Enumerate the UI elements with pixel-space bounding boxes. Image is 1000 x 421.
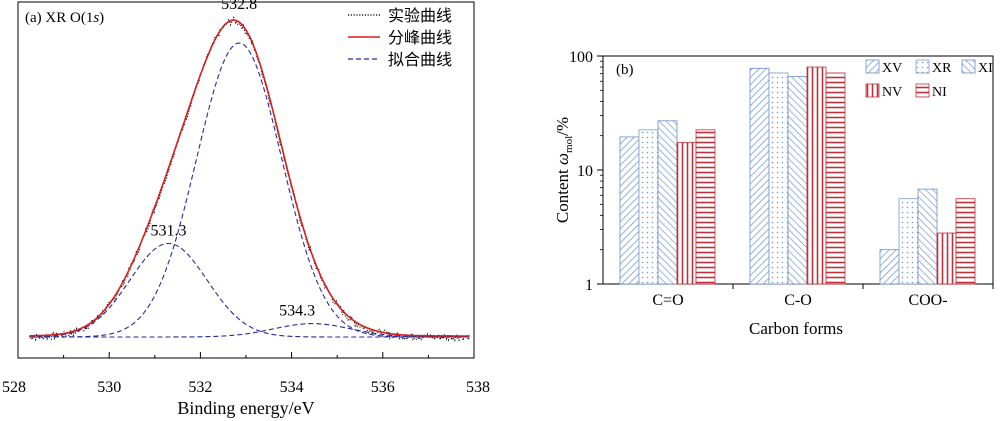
panel-b-x-axis-label: Carbon forms: [749, 319, 843, 338]
legend-label: NV: [882, 85, 902, 100]
bar: [898, 198, 919, 285]
panel-a-x-axis-label: Binding energy/eV: [177, 398, 314, 418]
panel-b-label: (b): [616, 62, 634, 78]
legend-label: 分峰曲线: [388, 29, 452, 47]
legend-swatch: [961, 59, 976, 74]
fitted-peak-curve: [29, 323, 470, 338]
panel-b-bars: [619, 66, 976, 285]
bar: [768, 72, 789, 285]
bar: [936, 232, 957, 285]
x-tick-label: 536: [371, 379, 395, 396]
y-tick-label: 100: [569, 49, 593, 66]
legend-label: XV: [882, 61, 902, 76]
peak-label: 534.3: [279, 303, 315, 320]
ylabel-sub: mol: [563, 136, 575, 153]
panel-b-legend: XV XR XI NV NI: [865, 59, 993, 100]
sum-envelope-curve: [29, 19, 470, 337]
panel-a-x-ticks: 528 530 532 534 536 538: [2, 352, 490, 396]
legend-label: XI: [978, 61, 993, 76]
x-tick-label: 530: [97, 379, 121, 396]
fitted-peak-curve: [29, 42, 470, 338]
category-label: C-O: [784, 292, 812, 309]
category-label: C=O: [652, 292, 683, 309]
legend-label: XR: [932, 61, 952, 76]
panel-a-curves: [29, 15, 470, 342]
x-tick-label: 532: [188, 379, 212, 396]
panel-a-label: (a) XR O(1s): [25, 10, 104, 26]
bar: [619, 136, 640, 285]
legend-label: NI: [932, 85, 947, 100]
panel-b-x-ticks: C=O C-O COO-: [652, 284, 994, 309]
bar: [787, 76, 808, 285]
ylabel-symbol: ω: [553, 153, 572, 165]
legend-label: 实验曲线: [388, 7, 452, 25]
y-tick-label: 1: [585, 277, 593, 294]
bar: [676, 141, 697, 285]
peak-label: 531.3: [150, 222, 186, 239]
x-tick-label: 538: [466, 379, 490, 396]
bar: [695, 129, 716, 285]
bar: [955, 198, 976, 285]
panel-a-peak-labels: 532.8 531.3 534.3: [150, 0, 315, 320]
legend-swatch: [865, 83, 880, 98]
x-tick-label: 534: [280, 379, 304, 396]
fitted-peak-curve: [29, 242, 470, 338]
legend-label: 拟合曲线: [388, 51, 452, 69]
panel-a: (a) XR O(1s) 528 530 532 534 536 538 Binding …: [2, 0, 490, 418]
bar: [917, 188, 938, 285]
bar: [825, 72, 846, 285]
panel-b-y-axis-label: Content ωmol/%: [553, 117, 575, 223]
ylabel-unit: /%: [553, 117, 572, 136]
legend-swatch: [865, 59, 880, 74]
legend-swatch: [915, 59, 930, 74]
x-tick-label: 528: [2, 379, 26, 396]
bar: [638, 129, 659, 285]
legend-swatch: [915, 83, 930, 98]
peak-label: 532.8: [221, 0, 257, 13]
bar: [657, 120, 678, 285]
bar: [806, 66, 827, 285]
ylabel-main: Content: [553, 165, 572, 223]
panel-b: (b) 1 10 100 C=O C-O COO- Carbon forms Conte…: [553, 49, 994, 338]
panel-b-y-ticks: 1 10 100: [569, 49, 603, 294]
bar: [879, 249, 900, 285]
y-tick-label: 10: [577, 163, 593, 180]
bar: [749, 67, 770, 285]
category-label: COO-: [908, 292, 947, 309]
